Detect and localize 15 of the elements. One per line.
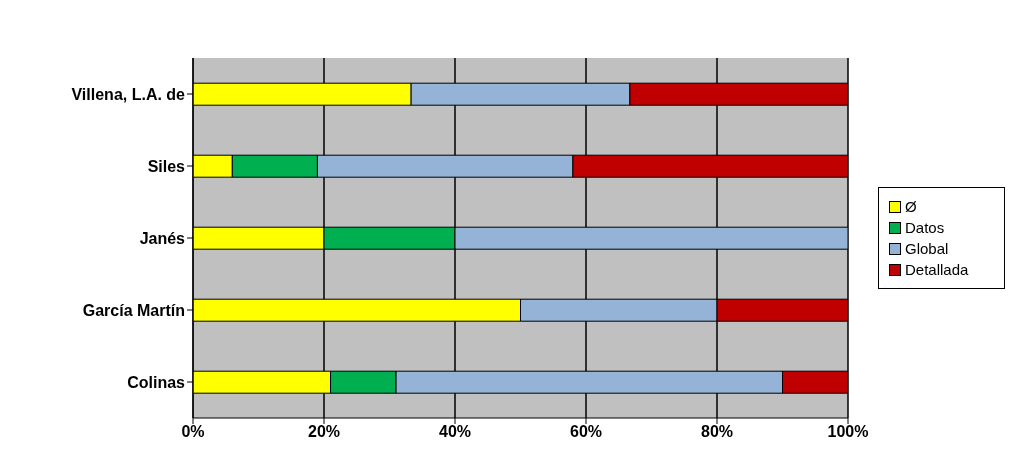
legend-label: Ø	[905, 198, 917, 215]
legend-label: Datos	[905, 219, 945, 236]
x-tick-label: 100%	[827, 423, 869, 441]
legend-label: Detallada	[905, 261, 969, 278]
x-tick-label: 0%	[181, 423, 205, 441]
y-tick-label: Siles	[147, 157, 186, 175]
x-tick-label: 40%	[438, 423, 472, 441]
x-tick-label: 60%	[569, 423, 603, 441]
y-tick-label: Colinas	[127, 373, 186, 391]
x-tick-label: 80%	[700, 423, 734, 441]
y-tick-label: Janés	[139, 229, 186, 247]
y-tick-label: García Martín	[82, 301, 185, 319]
y-tick-label: Villena, L.A. de	[71, 85, 186, 103]
x-tick-label: 20%	[307, 423, 341, 441]
legend-label: Global	[905, 240, 949, 257]
